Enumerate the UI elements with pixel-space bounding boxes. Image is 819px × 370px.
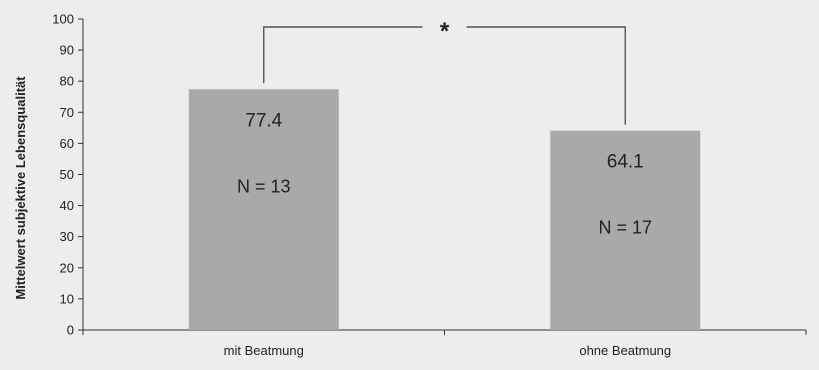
bar-n-label: N = 13 bbox=[237, 176, 291, 196]
x-category-label: mit Beatmung bbox=[224, 343, 304, 358]
significance-marker: * bbox=[440, 18, 450, 45]
y-tick-label: 50 bbox=[60, 167, 74, 182]
x-axis: mit Beatmung ohne Beatmung bbox=[82, 329, 807, 358]
bar-value-label: 77.4 bbox=[245, 110, 282, 131]
y-tick-label: 10 bbox=[60, 291, 74, 306]
bar-n-label: N = 17 bbox=[598, 218, 652, 238]
y-tick-label: 40 bbox=[60, 198, 74, 213]
y-tick-label: 80 bbox=[60, 74, 74, 89]
x-category-label: ohne Beatmung bbox=[579, 343, 671, 358]
y-tick-label: 70 bbox=[60, 105, 74, 120]
y-tick-label: 30 bbox=[60, 229, 74, 244]
significance-bracket: * bbox=[263, 18, 626, 125]
y-axis-label: Mittelwert subjektive Lebensqualität bbox=[13, 76, 28, 300]
y-axis: 0 10 20 30 40 50 60 70 80 90 100 bbox=[52, 12, 84, 338]
bars: 77.4 N = 13 64.1 N = 17 bbox=[188, 89, 701, 330]
bar bbox=[550, 130, 701, 330]
y-tick-label: 20 bbox=[60, 260, 74, 275]
bar bbox=[188, 89, 339, 330]
y-tick-label: 100 bbox=[52, 12, 74, 27]
y-tick-label: 90 bbox=[60, 43, 74, 58]
y-tick-label: 60 bbox=[60, 136, 74, 151]
significance-bracket-line bbox=[263, 26, 626, 125]
bar-value-label: 64.1 bbox=[607, 152, 644, 173]
y-tick-label: 0 bbox=[67, 323, 74, 338]
